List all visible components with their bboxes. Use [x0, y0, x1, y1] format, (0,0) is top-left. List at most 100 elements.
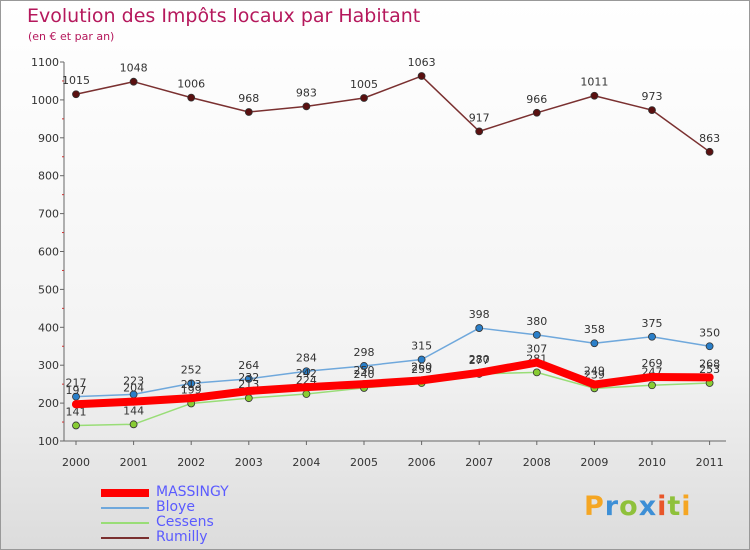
data-label-cessens: 253 [411, 363, 432, 376]
legend-label: Rumilly [156, 529, 208, 545]
data-point-cessens [129, 420, 138, 429]
data-point-cessens [532, 368, 541, 377]
data-point-massingy [648, 372, 656, 381]
data-label-rumilly: 983 [296, 86, 317, 99]
series-line-rumilly [75, 75, 711, 153]
data-point-massingy [302, 383, 311, 392]
data-point-rumilly [129, 77, 138, 86]
data-label-rumilly: 1015 [62, 74, 90, 87]
data-label-bloye: 398 [469, 308, 490, 321]
data-label-massingy: 232 [238, 371, 259, 384]
logo-letter: t [667, 491, 682, 522]
y-tick-label: 800 [38, 170, 59, 183]
data-label-cessens: 239 [584, 368, 605, 381]
data-label-cessens: 141 [66, 405, 87, 418]
data-label-massingy: 307 [526, 343, 547, 356]
x-tick-label: 2005 [350, 456, 378, 469]
legend-swatch-massingy [101, 489, 149, 497]
data-label-cessens: 253 [699, 363, 720, 376]
data-label-bloye: 298 [354, 346, 375, 359]
data-point-massingy [590, 380, 599, 389]
data-label-bloye: 284 [296, 351, 317, 364]
data-point-rumilly [648, 106, 656, 115]
data-label-bloye: 375 [642, 317, 663, 330]
data-label-rumilly: 973 [642, 90, 663, 103]
data-point-cessens [72, 421, 80, 430]
data-point-bloye [244, 374, 253, 383]
data-label-rumilly: 1005 [350, 78, 378, 91]
data-label-cessens: 240 [354, 368, 375, 381]
data-point-bloye [532, 330, 541, 339]
data-point-bloye [72, 392, 80, 401]
data-point-rumilly [244, 108, 253, 116]
data-point-cessens [302, 390, 311, 398]
legend-swatch-bloye [101, 507, 149, 509]
data-label-bloye: 350 [699, 326, 720, 339]
data-label-bloye: 315 [411, 340, 432, 353]
data-label-massingy: 250 [354, 364, 375, 377]
logo-letter: i [657, 491, 668, 522]
y-tick-label: 700 [38, 208, 59, 221]
data-point-bloye [302, 367, 311, 376]
y-tick-label: 1100 [31, 56, 59, 69]
legend-label: Cessens [156, 514, 214, 530]
data-point-bloye [187, 379, 196, 388]
x-tick-label: 2004 [292, 456, 320, 469]
data-point-bloye [360, 362, 368, 370]
data-point-rumilly [187, 93, 196, 102]
data-point-massingy [417, 376, 426, 385]
data-label-cessens: 144 [123, 404, 144, 417]
y-tick-label: 900 [38, 132, 59, 145]
data-label-rumilly: 968 [238, 92, 259, 105]
y-tick-label: 1000 [31, 94, 59, 107]
x-tick-label: 2008 [523, 456, 551, 469]
data-label-bloye: 223 [123, 374, 144, 387]
data-label-massingy: 249 [584, 365, 605, 378]
data-point-massingy [244, 386, 253, 395]
data-point-bloye [590, 339, 599, 348]
y-tick-label: 600 [38, 246, 59, 259]
data-label-massingy: 204 [123, 382, 144, 395]
data-label-bloye: 358 [584, 323, 605, 336]
x-tick-label: 2002 [177, 456, 205, 469]
x-tick-label: 2001 [120, 456, 148, 469]
data-point-massingy [187, 394, 196, 403]
data-label-massingy: 242 [296, 367, 317, 380]
data-label-cessens: 199 [181, 383, 202, 396]
y-tick-label: 200 [38, 397, 59, 410]
data-point-cessens [648, 381, 656, 390]
legend-swatch-rumilly [101, 537, 149, 539]
series-line-bloye [75, 327, 711, 398]
data-label-bloye: 217 [66, 377, 87, 390]
logo-letter: P [584, 491, 605, 522]
data-label-cessens: 277 [469, 354, 490, 367]
logo-letter: i [681, 491, 692, 522]
logo-letter: o [619, 491, 639, 522]
data-label-rumilly: 966 [526, 93, 547, 106]
data-label-bloye: 252 [181, 363, 202, 376]
data-point-bloye [705, 342, 714, 351]
data-label-massingy: 268 [699, 357, 720, 370]
x-tick-label: 2006 [408, 456, 436, 469]
data-point-bloye [475, 324, 484, 332]
x-tick-label: 2009 [580, 456, 608, 469]
line-chart: 100 200 300 400 500 600 700 800 900 1000 1100 2000 2… [31, 56, 726, 469]
legend-swatch-cessens [101, 522, 149, 524]
x-tick-label: 2003 [235, 456, 263, 469]
y-tick-label: 100 [38, 435, 59, 448]
chart-subtitle: (en € et par an) [28, 30, 115, 43]
logo-letter: r [604, 491, 620, 522]
data-label-rumilly: 1063 [408, 56, 436, 69]
series-line-massingy [72, 358, 714, 409]
data-point-rumilly [302, 102, 311, 111]
x-tick-label: 2010 [638, 456, 666, 469]
x-tick-label: 2000 [62, 456, 90, 469]
data-point-massingy [705, 373, 714, 382]
data-label-massingy: 269 [642, 357, 663, 370]
x-tick-label: 2007 [465, 456, 493, 469]
proxiti-logo: Proxiti [584, 491, 692, 522]
y-tick-label: 400 [38, 321, 59, 334]
legend-label: MASSINGY [156, 484, 229, 500]
data-label-rumilly: 1048 [120, 62, 148, 75]
